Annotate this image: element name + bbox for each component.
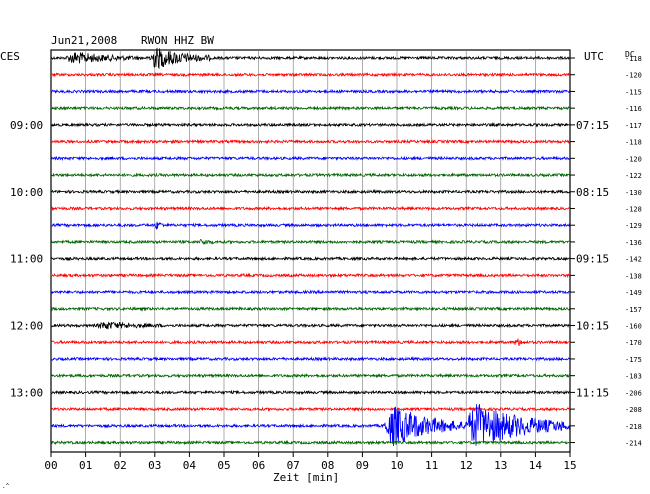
x-tick-label: 15 [563, 459, 576, 472]
trace-line [50, 188, 571, 195]
dc-offset-label: -157 [625, 306, 642, 314]
dc-offset-label: -149 [625, 289, 642, 297]
left-time-label: 13:00 [10, 386, 43, 399]
trace-line [50, 155, 571, 162]
dc-offset-label: -130 [625, 189, 642, 197]
dc-offset-label: -175 [625, 356, 642, 364]
corner-mark: .^ [2, 483, 10, 490]
x-tick-label: 06 [252, 459, 265, 472]
trace-line [50, 356, 571, 362]
x-tick-label: 00 [44, 459, 57, 472]
dc-offset-label: -136 [625, 239, 642, 247]
x-tick-label: 05 [217, 459, 230, 472]
x-tick-label: 03 [148, 459, 161, 472]
dc-offset-label: -120 [625, 72, 642, 80]
x-axis-title: Zeit [min] [273, 471, 339, 484]
trace-line [50, 47, 571, 70]
dc-offset-header: DC [625, 50, 635, 59]
x-tick-label: 02 [114, 459, 127, 472]
plot-frame [50, 49, 571, 453]
dc-offset-label: -142 [625, 256, 642, 264]
label-group: 00 01 02 03 04 05 06 07 08 09 10 11 12 13 14 15 -118 -120… [10, 55, 642, 472]
dc-offset-label: -218 [625, 423, 642, 431]
chart-title-date: Jun21,2008 [51, 34, 117, 47]
trace-line [50, 71, 571, 78]
dc-offset-label: -118 [625, 139, 642, 147]
dc-offset-label: -117 [625, 122, 642, 130]
trace-line [50, 239, 571, 245]
right-time-label: 11:15 [576, 386, 609, 399]
dc-offset-label: -120 [625, 155, 642, 163]
trace-line [50, 172, 571, 178]
x-tick-label: 12 [460, 459, 473, 472]
x-tick-label: 07 [287, 459, 300, 472]
grid [50, 49, 575, 457]
trace-line [50, 105, 571, 111]
trace-line [50, 406, 571, 412]
left-time-label: 09:00 [10, 119, 43, 132]
x-tick-label: 14 [529, 459, 543, 472]
trace-line [50, 305, 571, 312]
dc-offset-label: -129 [625, 222, 642, 230]
left-time-label: 10:00 [10, 186, 43, 199]
trace-line [50, 439, 571, 446]
trace-group [50, 47, 571, 447]
left-time-label: 12:00 [10, 320, 43, 333]
dc-offset-label: -160 [625, 323, 642, 331]
right-time-label: 07:15 [576, 119, 609, 132]
trace-line [50, 205, 571, 212]
trace-line [50, 221, 571, 230]
dc-offset-label: -122 [625, 172, 642, 180]
chart-title-station: RWON HHZ BW [141, 34, 214, 47]
dc-offset-label: -214 [625, 440, 642, 448]
trace-line [50, 372, 571, 379]
trace-line [50, 289, 571, 295]
trace-line [50, 389, 571, 396]
trace-line [50, 255, 571, 262]
trace-line [50, 338, 571, 346]
trace-line [50, 122, 571, 128]
x-tick-label: 13 [494, 459, 507, 472]
dc-offset-label: -115 [625, 88, 642, 96]
x-tick-label: 10 [390, 459, 403, 472]
dc-offset-label: -118 [625, 55, 642, 63]
dc-offset-label: -206 [625, 389, 642, 397]
left-timezone-label: CES [0, 50, 20, 63]
x-tick-label: 01 [79, 459, 92, 472]
x-tick-label: 08 [321, 459, 334, 472]
right-time-label: 08:15 [576, 186, 609, 199]
x-tick-label: 11 [425, 459, 438, 472]
dc-offset-label: -138 [625, 272, 642, 280]
dc-offset-label: -128 [625, 205, 642, 213]
trace-line [50, 272, 571, 279]
dc-offset-label: -183 [625, 373, 642, 381]
x-tick-label: 04 [183, 459, 197, 472]
dc-offset-label: -208 [625, 406, 642, 414]
left-time-label: 11:00 [10, 253, 43, 266]
right-timezone-label: UTC [584, 50, 604, 63]
right-time-label: 09:15 [576, 253, 609, 266]
right-time-label: 10:15 [576, 320, 609, 333]
dc-offset-label: -170 [625, 339, 642, 347]
trace-line [50, 138, 571, 145]
trace-line [50, 88, 571, 95]
x-tick-label: 09 [356, 459, 369, 472]
trace-line [50, 404, 571, 447]
dc-offset-label: -116 [625, 105, 642, 113]
trace-line [50, 321, 571, 330]
